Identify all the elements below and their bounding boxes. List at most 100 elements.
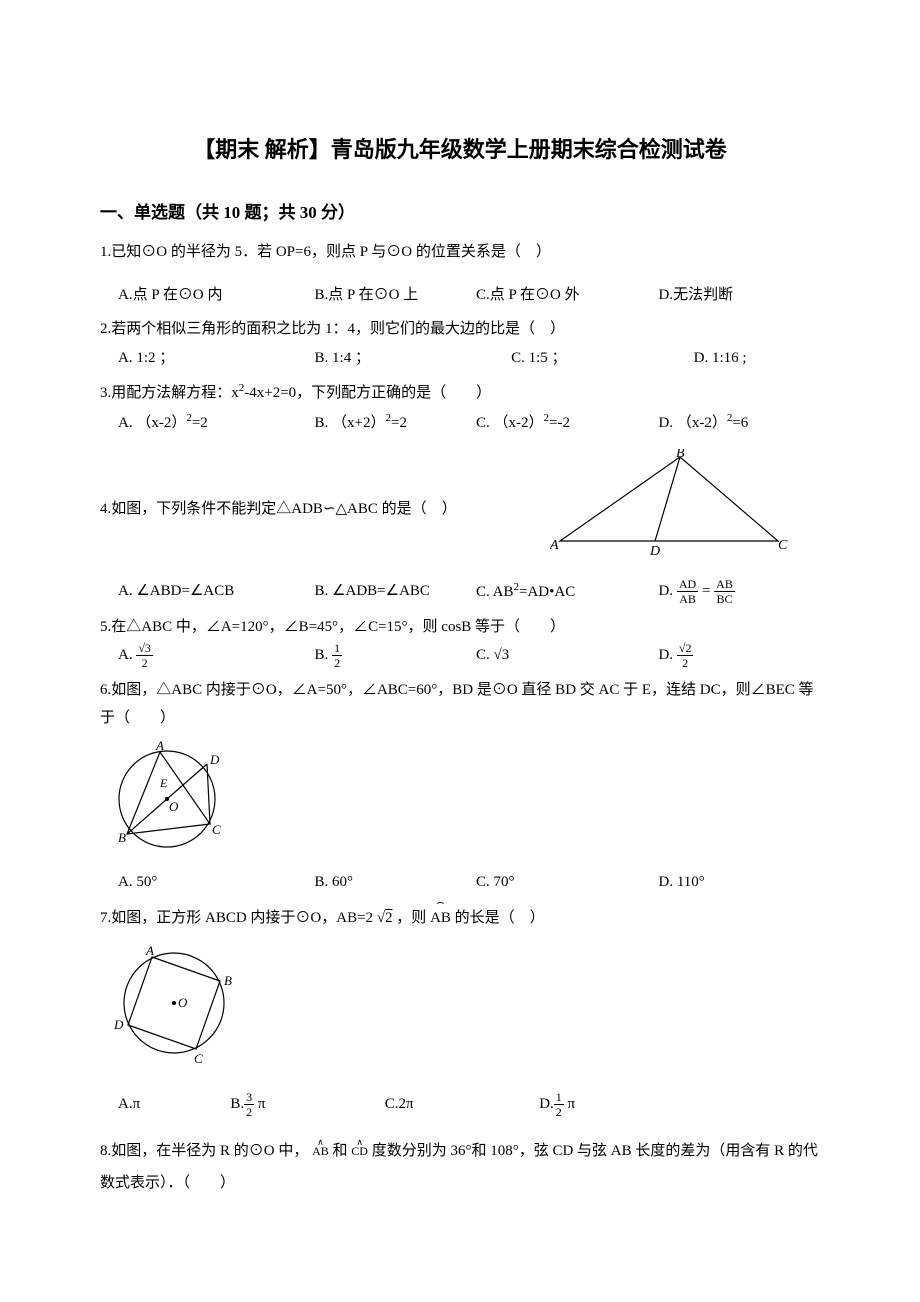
q4-opt-b: B. ∠ADB=∠ABC xyxy=(315,577,476,607)
q6-opt-d: D. 110° xyxy=(659,868,820,897)
q5c-pre: C. xyxy=(476,647,490,663)
f7c: C xyxy=(194,1051,203,1066)
q5d-d: 2 xyxy=(677,656,694,669)
q5d-pre: D. xyxy=(659,647,674,663)
q7-opt-d: D.12 π xyxy=(539,1090,693,1119)
circle-triangle-icon: A B C D E O xyxy=(112,739,232,854)
q3b-suf: =2 xyxy=(391,415,407,431)
q1-opt-a: A.点 P 在⊙O 内 xyxy=(118,281,315,310)
q3d-pre: D. （x-2） xyxy=(659,415,727,431)
q4-options: A. ∠ABD=∠ACB B. ∠ADB=∠ABC C. AB2=AD•AC D… xyxy=(100,577,820,607)
q3a-suf: =2 xyxy=(192,415,208,431)
fig-c: C xyxy=(778,538,788,553)
q7-figure: A B C D O xyxy=(112,941,820,1076)
f7d: D xyxy=(113,1017,124,1032)
q7-opt-a: A.π xyxy=(118,1090,230,1119)
question-2: 2.若两个相似三角形的面积之比为 1：4，则它们的最大边的比是（ ） A. 1:… xyxy=(100,315,820,372)
q7-sqrt: 2 xyxy=(385,910,393,926)
q3c-suf: =-2 xyxy=(549,415,570,431)
q5a-pre: A. xyxy=(118,647,133,663)
f6c: C xyxy=(212,822,221,837)
question-1: 1.已知⊙O 的半径为 5．若 OP=6，则点 P 与⊙O 的位置关系是（ ） … xyxy=(100,238,820,309)
circle-square-icon: A B C D O xyxy=(112,941,242,1066)
q7b-pre: B. xyxy=(230,1096,244,1112)
q4-opt-a: A. ∠ABD=∠ACB xyxy=(118,577,315,607)
q4-opt-d: D. ADAB = ABBC xyxy=(659,577,820,607)
q7-options: A.π B.32 π C.2π D.12 π xyxy=(100,1090,820,1119)
f6o: O xyxy=(169,799,179,814)
q7-opt-b: B.32 π xyxy=(230,1090,384,1119)
q4d-d2: BC xyxy=(714,592,735,605)
fig-b: B xyxy=(676,449,685,461)
q7-mid: ，则 xyxy=(393,910,431,926)
q2-options: A. 1:2 ； B. 1:4 ； C. 1:5 ； D. 1:16 ; xyxy=(100,344,820,373)
q5-opt-c: C. √3 xyxy=(476,641,659,670)
q3c-pre: C. （x-2） xyxy=(476,415,544,431)
q5b-n: 1 xyxy=(332,642,342,656)
q3d-suf: =6 xyxy=(732,415,748,431)
q4c-pre: C. AB xyxy=(476,584,514,600)
q4-text: 4.如图，下列条件不能判定△ADB∽△ABC 的是（ ） xyxy=(100,495,550,524)
q1-options: A.点 P 在⊙O 内 B.点 P 在⊙O 上 C.点 P 在⊙O 外 D.无法… xyxy=(100,281,820,310)
q5-text: 5.在△ABC 中，∠A=120°，∠B=45°，∠C=15°，则 cosB 等… xyxy=(100,613,820,642)
q5-opt-b: B. 12 xyxy=(315,641,476,670)
q7b-d: 2 xyxy=(244,1105,254,1118)
q8a1: AB xyxy=(312,1145,329,1157)
q5a-frac: √32 xyxy=(136,642,153,669)
q5-opt-d: D. √22 xyxy=(659,641,820,670)
q8-arc1: ∧AB xyxy=(312,1140,329,1157)
q5b-pre: B. xyxy=(315,647,329,663)
q5-options: A. √32 B. 12 C. √3 D. √22 xyxy=(100,641,820,670)
triangle-icon: A B C D xyxy=(550,449,790,559)
q5b-d: 2 xyxy=(332,656,342,669)
q1-text: 1.已知⊙O 的半径为 5．若 OP=6，则点 P 与⊙O 的位置关系是（ ） xyxy=(100,238,820,267)
q6-opt-b: B. 60° xyxy=(315,868,476,897)
q7d-suf: π xyxy=(564,1096,575,1112)
f7a: A xyxy=(145,943,154,958)
q6-opt-c: C. 70° xyxy=(476,868,659,897)
q4d-d1: AB xyxy=(677,592,698,605)
q6-options: A. 50° B. 60° C. 70° D. 110° xyxy=(100,868,820,897)
q1-opt-d: D.无法判断 xyxy=(659,281,820,310)
q7-opt-c: C.2π xyxy=(385,1090,539,1119)
q5d-frac: √22 xyxy=(677,642,694,669)
doc-title: 【期末 解析】青岛版九年级数学上册期末综合检测试卷 xyxy=(100,130,820,170)
f7o: O xyxy=(178,995,188,1010)
q3-text: 3.用配方法解方程：x2-4x+2=0，下列配方正确的是（ ） xyxy=(100,378,820,408)
q8a2: CD xyxy=(351,1145,368,1157)
q4d-frac1: ADAB xyxy=(677,578,698,605)
question-4: 4.如图，下列条件不能判定△ADB∽△ABC 的是（ ） A B C D A. … xyxy=(100,449,820,607)
q3a-pre: A. （x-2） xyxy=(118,415,186,431)
q7b-frac: 32 xyxy=(244,1091,254,1118)
f6e: E xyxy=(159,776,168,790)
q4d-n1: AD xyxy=(677,578,698,592)
q6-figure: A B C D E O xyxy=(112,739,820,864)
q7-suf: 的长是（ ） xyxy=(451,910,545,926)
f6b: B xyxy=(118,830,126,845)
q7d-pre: D. xyxy=(539,1096,554,1112)
q7-text: 7.如图，正方形 ABCD 内接于⊙O，AB=2 √2 ，则 AB 的长是（ ） xyxy=(100,902,820,933)
section-header: 一、单选题（共 10 题；共 30 分） xyxy=(100,198,820,229)
q4-opt-c: C. AB2=AD•AC xyxy=(476,577,659,607)
q8-pre: 8.如图，在半径为 R 的⊙O 中， xyxy=(100,1143,308,1159)
q8-arc2: ∧CD xyxy=(351,1140,368,1157)
q2-opt-a: A. 1:2 ； xyxy=(118,344,315,373)
question-5: 5.在△ABC 中，∠A=120°，∠B=45°，∠C=15°，则 cosB 等… xyxy=(100,613,820,670)
q3-options: A. （x-2）2=2 B. （x+2）2=2 C. （x-2）2=-2 D. … xyxy=(100,408,820,438)
q2-opt-c: C. 1:5 ； xyxy=(511,344,694,373)
q4d-frac2: ABBC xyxy=(714,578,735,605)
q4-figure: A B C D xyxy=(550,449,820,569)
q2-opt-d: D. 1:16 ; xyxy=(694,344,820,373)
q5d-n: √2 xyxy=(677,642,694,656)
q7d-frac: 12 xyxy=(554,1091,564,1118)
f6d: D xyxy=(209,752,220,767)
q3-mid: -4x+2=0，下列配方正确的是（ ） xyxy=(244,385,491,401)
q3b-pre: B. （x+2） xyxy=(315,415,386,431)
q5a-n: √3 xyxy=(136,642,153,656)
f6a: A xyxy=(155,739,164,753)
q7b-suf: π xyxy=(254,1096,265,1112)
question-8: 8.如图，在半径为 R 的⊙O 中， ∧AB 和 ∧CD 度数分别为 36°和 … xyxy=(100,1136,820,1199)
q2-text: 2.若两个相似三角形的面积之比为 1：4，则它们的最大边的比是（ ） xyxy=(100,315,820,344)
q4d-eq: = xyxy=(702,583,710,599)
fig-d: D xyxy=(649,544,660,559)
